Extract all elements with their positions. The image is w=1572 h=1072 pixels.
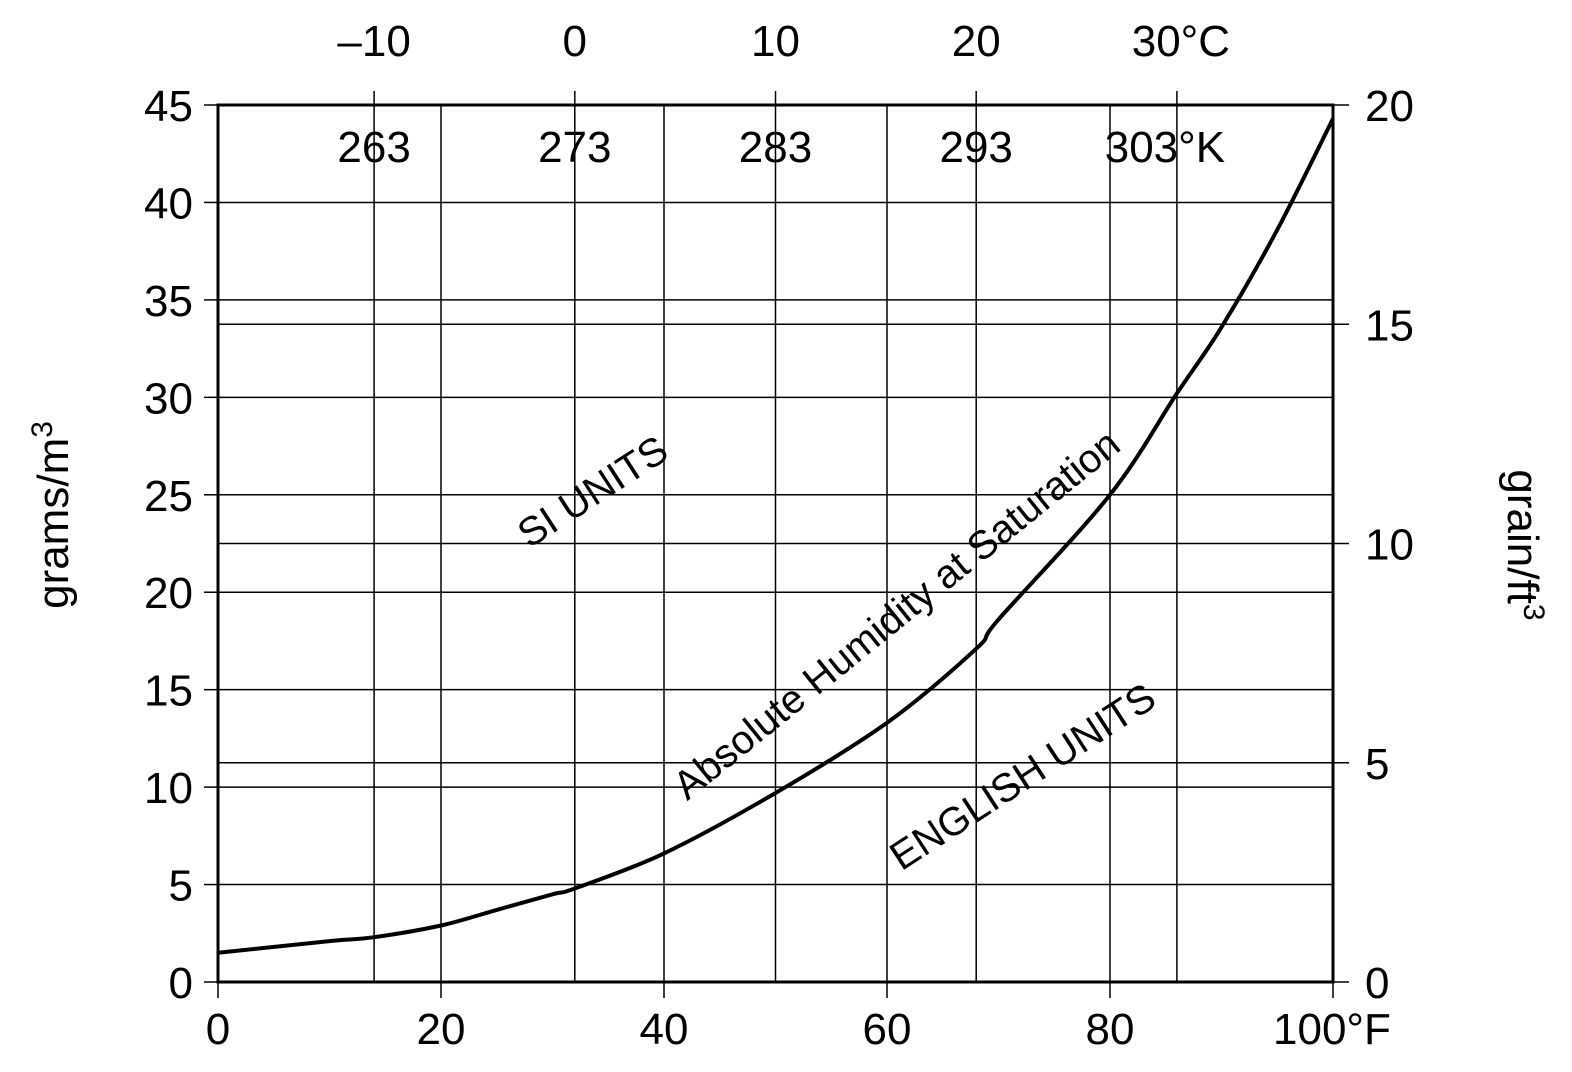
right-axis-title: grain/ft3 [1498, 469, 1550, 620]
tick-label-f-100: 100°F [1273, 1005, 1391, 1054]
tick-label-left-45: 45 [144, 82, 193, 131]
annotation-si-units: SI UNITS [510, 428, 676, 557]
tick-label-left-25: 25 [144, 472, 193, 521]
tick-label-k-4: 303°K [1105, 123, 1225, 172]
tick-label-c-3: 20 [952, 17, 1001, 66]
tick-label-f-0: 0 [206, 1005, 230, 1054]
tick-label-k-1: 273 [538, 123, 611, 172]
tick-label-c-1: 0 [563, 17, 587, 66]
tick-label-f-80: 80 [1086, 1005, 1135, 1054]
tick-label-f-40: 40 [640, 1005, 689, 1054]
tick-label-left-15: 15 [144, 667, 193, 716]
tick-label-left-10: 10 [144, 764, 193, 813]
tick-label-right-5: 5 [1365, 740, 1389, 789]
tick-label-k-0: 263 [337, 123, 410, 172]
tick-label-right-15: 15 [1365, 301, 1414, 350]
tick-label-c-2: 10 [751, 17, 800, 66]
axis-ticks [204, 91, 1349, 998]
tick-label-left-30: 30 [144, 374, 193, 423]
tick-label-left-5: 5 [169, 862, 193, 911]
saturation-curve [217, 117, 1335, 955]
left-axis-title-text: grams/m [29, 438, 78, 609]
tick-label-left-0: 0 [169, 959, 193, 1008]
tick-label-f-60: 60 [863, 1005, 912, 1054]
tick-label-right-10: 10 [1365, 521, 1414, 570]
tick-label-k-3: 293 [939, 123, 1012, 172]
tick-label-c-4: 30°C [1132, 17, 1230, 66]
tick-label-left-20: 20 [144, 569, 193, 618]
grid-lines [218, 105, 1333, 982]
right-axis-title-sup: 3 [1517, 604, 1550, 621]
left-axis-title-sup: 3 [26, 421, 59, 438]
tick-label-right-0: 0 [1365, 959, 1389, 1008]
tick-label-right-20: 20 [1365, 82, 1414, 131]
tick-label-k-2: 283 [739, 123, 812, 172]
right-axis-title-text: grain/ft [1498, 469, 1547, 604]
tick-label-c-0: –10 [337, 17, 410, 66]
left-axis-title: grams/m3 [26, 421, 78, 609]
tick-label-left-40: 40 [144, 179, 193, 228]
annotation-english-units: ENGLISH UNITS [882, 675, 1163, 879]
tick-labels: 0 5 10 15 20 25 30 35 40 45 0 5 10 15 20 0 20 40 60 80 100°F… [144, 17, 1414, 1054]
tick-label-left-35: 35 [144, 277, 193, 326]
tick-label-f-20: 20 [417, 1005, 466, 1054]
